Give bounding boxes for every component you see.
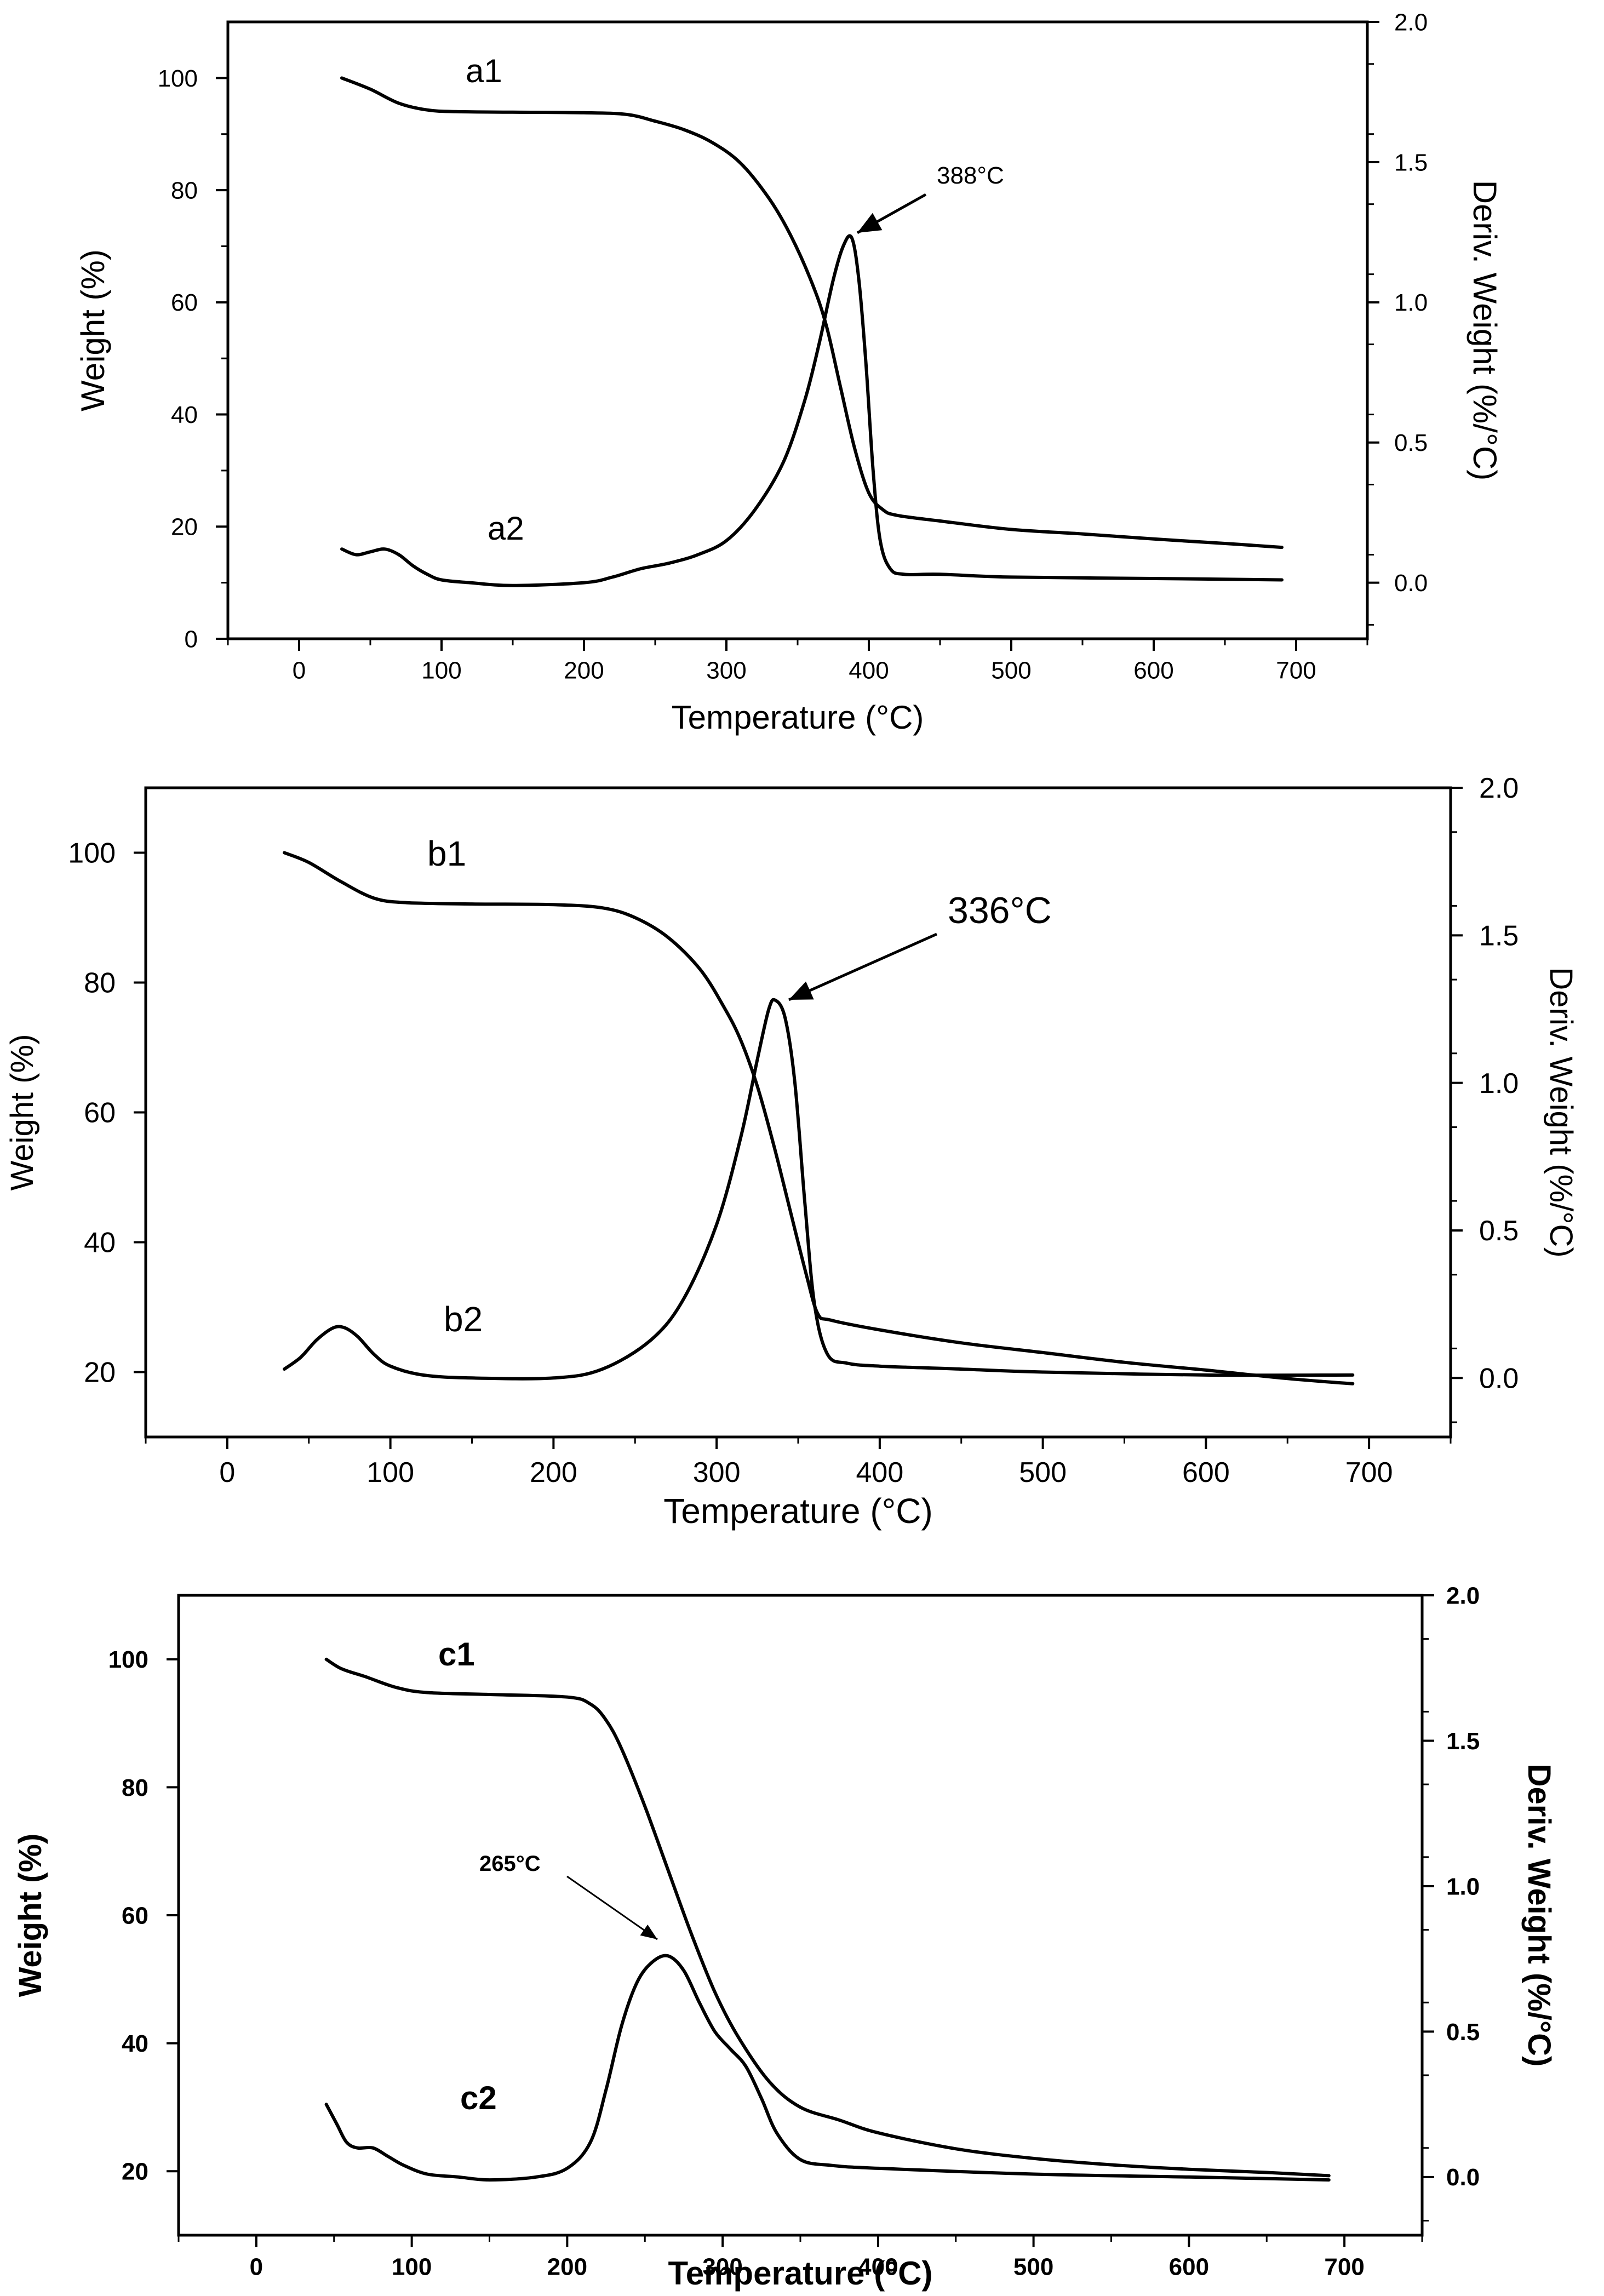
y2-tick-label: 1.0: [1394, 289, 1428, 316]
x-axis-title: Temperature (°C): [668, 2255, 933, 2292]
y-tick-label: 60: [171, 289, 198, 316]
chart-panel-b: 0 100 200 300 400 500 600 700 20 40 60 80 100 0.0 0.5 1…: [4, 772, 1579, 1531]
x-axis-title: Temperature (°C): [663, 1491, 933, 1531]
y-tick-label: 80: [122, 1774, 148, 1801]
peak-annotation: 388°C: [937, 162, 1004, 189]
y2-axis-title: Deriv. Weight (%/°C): [1521, 1764, 1557, 2067]
y2-tick-label: 0.5: [1446, 2019, 1480, 2046]
x-tick-label: 0: [293, 657, 306, 684]
annotation-arrow-head: [640, 1925, 657, 1939]
y-tick-label: 80: [84, 967, 116, 999]
y2-tick-label: 0.5: [1479, 1215, 1519, 1247]
y-tick-label: 100: [108, 1646, 148, 1673]
peak-annotation: 336°C: [948, 890, 1052, 931]
x-tick-label: 200: [530, 1457, 577, 1488]
x-tick-label: 600: [1133, 657, 1173, 684]
y-tick-label: 0: [185, 626, 198, 652]
annotation-arrow-line: [788, 932, 938, 1001]
y-axis-title: Weight (%): [75, 249, 111, 411]
x-tick-label: 300: [702, 2254, 742, 2281]
annotation-arrow-line: [566, 1875, 658, 1940]
series-line-b2: [283, 998, 1355, 1381]
y-tick-label: 60: [122, 1902, 148, 1929]
plot-frame-c: [177, 1594, 1424, 2237]
y2-tick-label: 0.0: [1394, 570, 1428, 597]
chart-panel-a: 0 100 200 300 400 500 600 700 0 20 40 60 80 100 0.0 0.5…: [75, 9, 1503, 736]
y2-tick-label: 1.5: [1446, 1728, 1480, 1755]
y-tick-label: 40: [84, 1227, 116, 1259]
x-tick-label: 100: [421, 657, 461, 684]
x-tick-label: 600: [1182, 1457, 1230, 1488]
series-line-a1: [340, 76, 1284, 549]
x-tick-label: 600: [1169, 2254, 1209, 2281]
y-tick-label: 40: [171, 402, 198, 428]
x-tick-label: 400: [856, 1457, 903, 1488]
y-tick-label: 20: [122, 2158, 148, 2185]
curve-label-c1: c1: [438, 1636, 475, 1673]
y-tick-label: 100: [68, 838, 116, 869]
x-tick-label: 300: [693, 1457, 741, 1488]
y-tick-label: 80: [171, 177, 198, 204]
y-tick-label: 20: [84, 1357, 116, 1389]
y2-tick-label: 0.0: [1446, 2164, 1480, 2191]
x-tick-label: 100: [366, 1457, 414, 1488]
series-line-b1: [283, 851, 1355, 1385]
peak-annotation: 265°C: [479, 1852, 541, 1876]
y-axis-title: Weight (%): [13, 1834, 48, 1997]
x-tick-label: 200: [564, 657, 604, 684]
y-tick-label: 40: [122, 2030, 148, 2057]
annotation-arrow-head: [857, 213, 883, 233]
x-tick-label: 0: [250, 2254, 263, 2281]
series-line-a2: [340, 234, 1284, 587]
y2-tick-label: 0.0: [1479, 1362, 1519, 1394]
x-tick-label: 500: [991, 657, 1031, 684]
x-tick-label: 100: [392, 2254, 432, 2281]
curve-label-a2: a2: [488, 510, 524, 547]
y2-tick-label: 2.0: [1446, 1582, 1480, 1609]
y2-tick-label: 2.0: [1394, 9, 1428, 36]
y2-axis-title: Deriv. Weight (%/°C): [1543, 967, 1579, 1257]
y2-tick-label: 0.5: [1394, 430, 1428, 456]
y2-axis-title: Deriv. Weight (%/°C): [1466, 180, 1503, 481]
y2-tick-label: 1.5: [1394, 149, 1428, 176]
x-tick-label: 700: [1345, 1457, 1393, 1488]
x-tick-label: 400: [849, 657, 889, 684]
y-tick-label: 20: [171, 514, 198, 541]
x-tick-label: 500: [1013, 2254, 1053, 2281]
annotation-arrow-head: [789, 981, 814, 1000]
y-tick-label: 60: [84, 1097, 116, 1129]
x-tick-label: 300: [706, 657, 746, 684]
plot-frame-a: [226, 20, 1369, 640]
series-line-c1: [324, 1657, 1331, 2178]
x-tick-label: 700: [1276, 657, 1316, 684]
series-line-c2: [324, 1954, 1331, 2182]
y2-tick-label: 1.0: [1446, 1873, 1480, 1900]
y-tick-label: 100: [158, 65, 198, 92]
x-tick-label: 700: [1324, 2254, 1364, 2281]
chart-panel-c: 0 100 200 300 400 500 600 700 20 40 60 80 100 0.0 0.5 1…: [13, 1582, 1557, 2292]
x-tick-label: 200: [547, 2254, 587, 2281]
x-tick-label: 500: [1019, 1457, 1067, 1488]
y2-tick-label: 1.5: [1479, 920, 1519, 952]
x-tick-label: 0: [219, 1457, 235, 1488]
y-axis-title: Weight (%): [4, 1034, 40, 1191]
x-axis-title: Temperature (°C): [672, 699, 924, 736]
y2-tick-label: 1.0: [1479, 1068, 1519, 1100]
y2-tick-label: 2.0: [1479, 772, 1519, 804]
curve-label-c2: c2: [460, 2080, 497, 2116]
curve-label-b2: b2: [444, 1299, 483, 1339]
curve-label-a1: a1: [466, 53, 502, 89]
curve-label-b1: b1: [427, 834, 466, 873]
x-tick-label: 400: [858, 2254, 898, 2281]
